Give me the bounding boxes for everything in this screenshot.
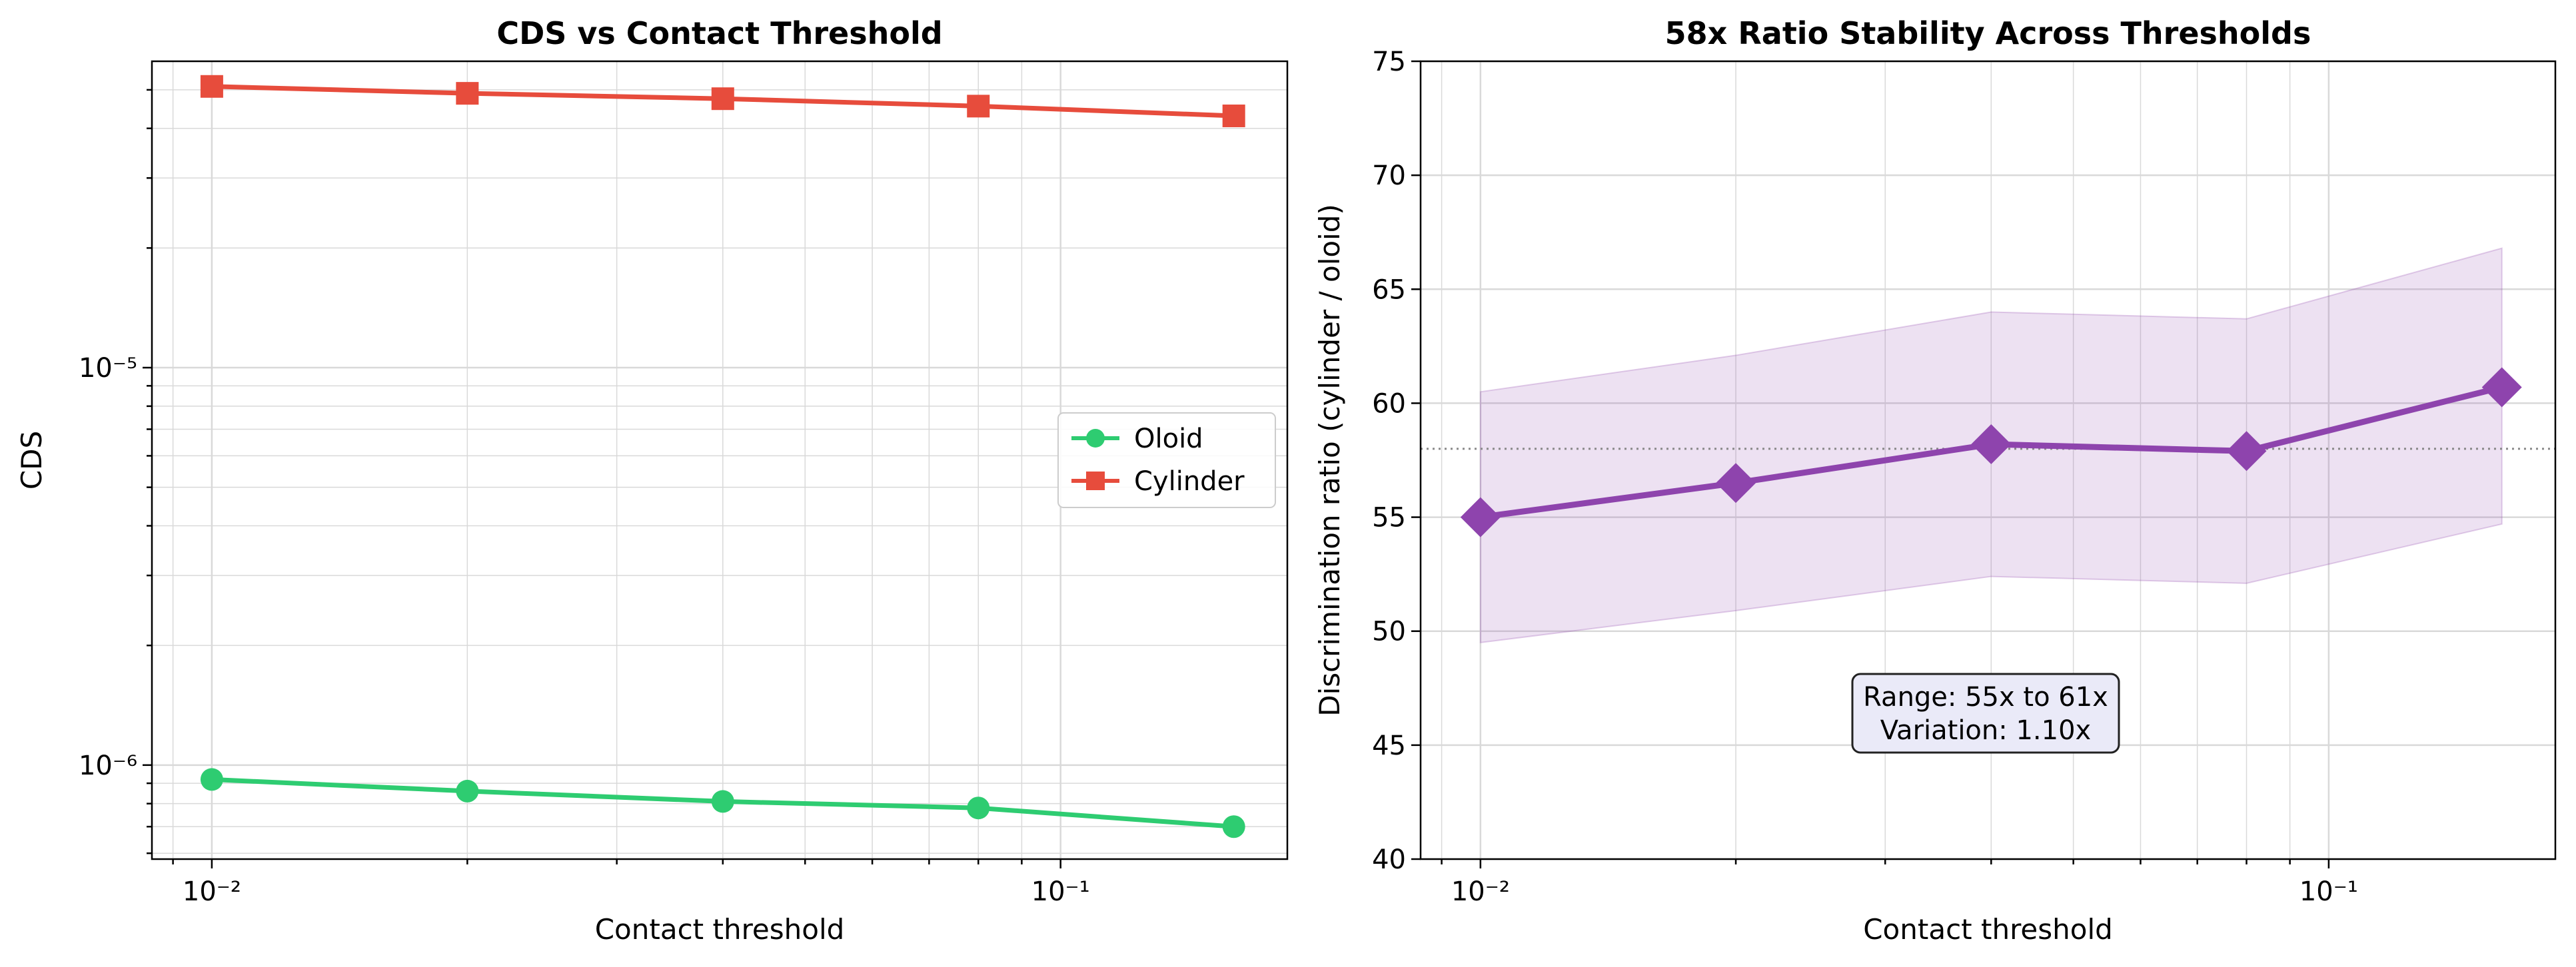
annotation-variation-text: Variation: 1.10x	[1880, 715, 2091, 746]
y-axis-label: Discrimination ratio (cylinder / oloid)	[1313, 204, 1346, 717]
x-tick-label: 10⁻¹	[1031, 876, 1090, 907]
chart-title: CDS vs Contact Threshold	[496, 15, 942, 51]
legend-entry-cylinder: Cylinder	[1071, 466, 1245, 497]
chart-title: 58x Ratio Stability Across Thresholds	[1665, 15, 2311, 51]
y-tick-label: 10⁻⁶	[79, 751, 137, 781]
data-point-cylinder	[1222, 104, 1245, 127]
series-layer	[200, 75, 1245, 838]
legend-marker-cylinder	[1086, 472, 1105, 490]
legend-entry-oloid: Oloid	[1071, 424, 1203, 454]
y-axis-label: CDS	[15, 431, 48, 489]
data-point-cylinder	[456, 82, 479, 105]
data-point	[1460, 497, 1501, 537]
annotation-range-text: Range: 55x to 61x	[1863, 682, 2108, 713]
data-point-oloid	[967, 797, 990, 820]
y-tick-label: 50	[1372, 617, 1406, 647]
plot-frame	[151, 60, 1289, 860]
series-layer	[1460, 367, 2522, 537]
x-tick-label: 10⁻²	[183, 876, 241, 907]
data-point-cylinder	[967, 95, 990, 118]
data-point-cylinder	[200, 75, 223, 98]
legend-label-cylinder: Cylinder	[1134, 466, 1245, 497]
data-point-oloid	[1222, 815, 1245, 838]
y-tick-label: 60	[1372, 388, 1406, 419]
y-tick-label: 45	[1372, 731, 1406, 761]
data-point	[1716, 463, 1756, 503]
y-tick-label: 70	[1372, 161, 1406, 191]
data-point	[2226, 431, 2267, 472]
data-point-oloid	[456, 779, 479, 803]
ratio-chart: 10⁻² 10⁻¹ 40 45 50 55 60 65 70 75 58x Ratio Stabi…	[1313, 15, 2557, 946]
x-tick-label: 10⁻²	[1451, 876, 1510, 907]
legend-label-oloid: Oloid	[1134, 424, 1203, 454]
x-axis-label: Contact threshold	[1863, 913, 2113, 946]
y-tick-label: 75	[1372, 47, 1406, 77]
y-tick-label: 10⁻⁵	[79, 353, 137, 384]
x-axis-label: Contact threshold	[595, 913, 845, 946]
data-point	[1971, 424, 2012, 465]
data-point-cylinder	[711, 87, 734, 111]
ticks: 10⁻² 10⁻¹ 40 45 50 55 60 65 70 75	[1372, 47, 2358, 907]
y-tick-label: 55	[1372, 503, 1406, 533]
legend: Oloid Cylinder	[1057, 412, 1276, 508]
y-tick-label: 65	[1372, 274, 1406, 305]
annotation-box	[1851, 673, 2120, 754]
x-tick-label: 10⁻¹	[2299, 876, 2358, 907]
data-point	[2481, 367, 2522, 408]
plot-frame	[1419, 60, 2557, 860]
y-tick-label: 40	[1372, 844, 1406, 875]
cds-chart: 10⁻² 10⁻¹ 10⁻⁶ 10⁻⁵ CDS vs Contact Threshol…	[15, 15, 1289, 946]
data-point-oloid	[200, 768, 223, 791]
range-annotation: Range: 55x to 61x Variation: 1.10x	[1851, 673, 2120, 754]
legend-marker-oloid	[1086, 429, 1105, 448]
ticks: 10⁻² 10⁻¹ 10⁻⁶ 10⁻⁵	[79, 89, 1090, 907]
data-point-oloid	[711, 790, 734, 813]
